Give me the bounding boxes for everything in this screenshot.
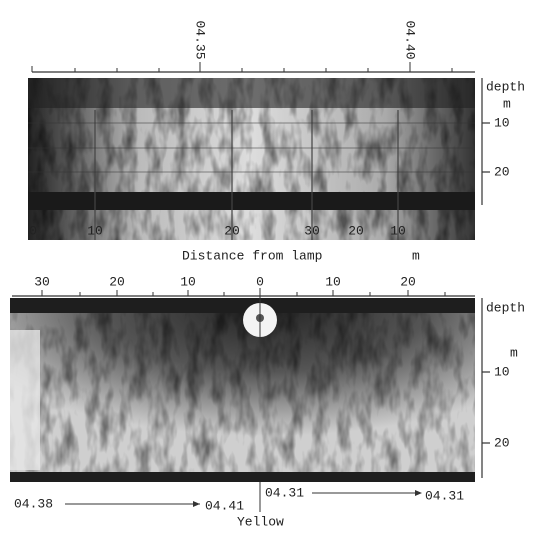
bottom-depth-axis: depth m 10 20 <box>481 298 525 478</box>
bottom-echogram <box>10 288 475 482</box>
distance-tick-label: 10 <box>325 274 341 289</box>
depth-tick-label: 10 <box>494 115 510 130</box>
top-echogram: 0 10 20 30 20 10 <box>28 78 475 240</box>
bottom-distance-axis: 30 20 10 0 10 20 <box>12 274 475 297</box>
distance-tick-label: 20 <box>109 274 125 289</box>
time-label: 04.35 <box>193 20 208 59</box>
distance-tick-label: 30 <box>34 274 50 289</box>
caption: Distance from lamp <box>182 248 322 263</box>
distance-label: 20 <box>348 223 364 238</box>
distance-label: 20 <box>224 223 240 238</box>
depth-unit: m <box>503 96 511 111</box>
depth-label: depth <box>486 79 525 94</box>
time-label: 04.31 <box>265 485 304 500</box>
time-label: 04.40 <box>403 20 418 59</box>
distance-tick-label: 0 <box>256 274 264 289</box>
depth-unit: m <box>510 345 518 360</box>
time-label: 04.31 <box>425 488 464 503</box>
lamp <box>243 288 277 340</box>
distance-label: 10 <box>390 223 406 238</box>
top-time-axis: 04.35 04.40 <box>31 20 475 73</box>
caption-unit: m <box>412 248 420 263</box>
bottom-time-axis: 04.38 04.41 04.31 04.31 Yellow <box>14 482 464 529</box>
time-label: 04.41 <box>205 498 244 513</box>
distance-tick-label: 10 <box>180 274 196 289</box>
distance-label: 10 <box>87 223 103 238</box>
distance-label: 0 <box>29 223 37 238</box>
depth-tick-label: 10 <box>494 364 510 379</box>
distance-tick-label: 20 <box>400 274 416 289</box>
top-depth-axis: depth m 10 20 <box>481 78 525 205</box>
depth-tick-label: 20 <box>494 435 510 450</box>
depth-tick-label: 20 <box>494 164 510 179</box>
time-label: 04.38 <box>14 496 53 511</box>
light-color: Yellow <box>237 514 284 529</box>
depth-label: depth <box>486 300 525 315</box>
distance-label: 30 <box>304 223 320 238</box>
